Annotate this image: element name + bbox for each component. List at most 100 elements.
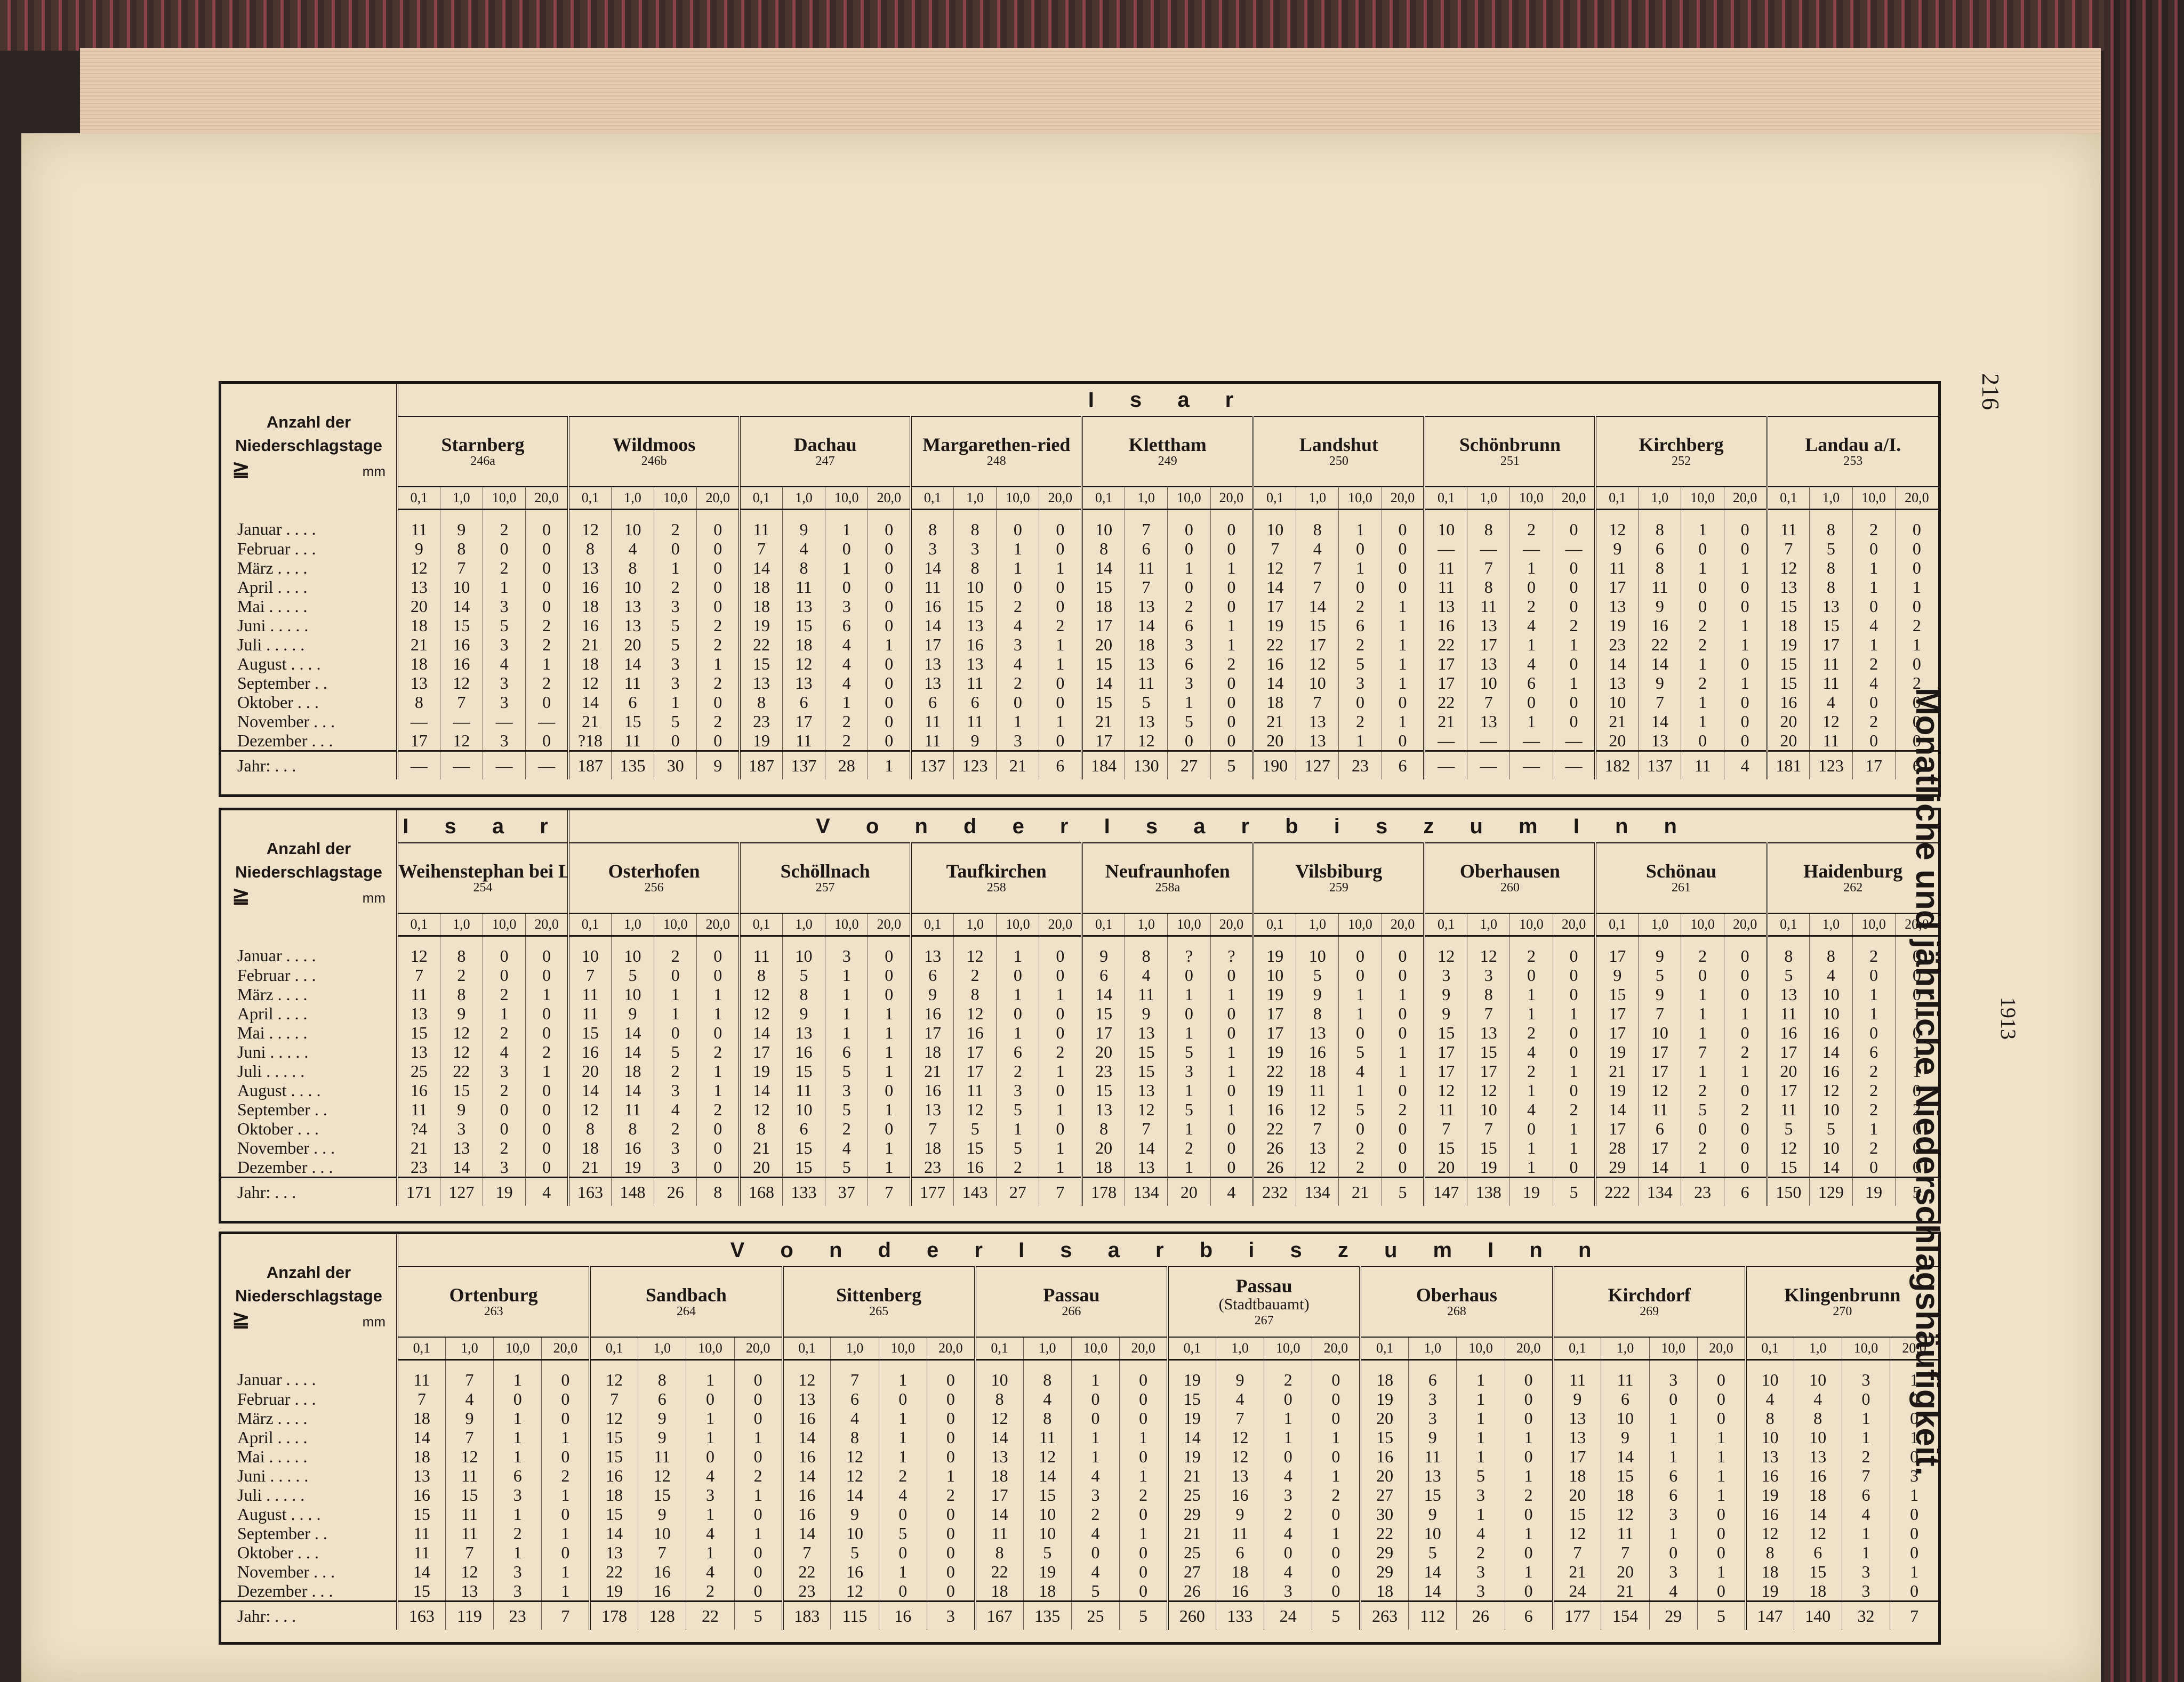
threshold-label: 0,1 <box>568 913 612 937</box>
month-label: August . . . . <box>221 1081 398 1100</box>
data-cell: 11 <box>445 1524 494 1543</box>
data-cell: 0 <box>1382 965 1426 985</box>
data-cell: 19 <box>1168 1409 1216 1428</box>
data-cell: 0 <box>1724 1081 1768 1100</box>
data-cell: 15 <box>782 1138 826 1157</box>
data-cell: 21 <box>397 635 440 654</box>
year-total-cell: 27 <box>996 1177 1040 1206</box>
threshold-label: 0,1 <box>568 486 612 510</box>
data-cell: 3 <box>996 635 1040 654</box>
data-cell: 0 <box>1553 693 1597 712</box>
data-cell: 15 <box>1467 1042 1511 1061</box>
year-total-cell: 37 <box>825 1177 869 1206</box>
month-label: Oktober . . . <box>221 1543 398 1562</box>
data-cell: 18 <box>911 1042 954 1061</box>
data-cell: 0 <box>525 1004 570 1023</box>
data-cell: 15 <box>397 1504 446 1524</box>
data-cell: 14 <box>611 1081 655 1100</box>
data-cell: 12 <box>590 1359 639 1389</box>
data-cell: 19 <box>1253 1081 1297 1100</box>
data-cell: 10 <box>1424 509 1468 539</box>
data-cell: 13 <box>1296 731 1339 751</box>
station-name: Oberhaus <box>1416 1284 1497 1306</box>
data-cell: 12 <box>440 1023 484 1042</box>
data-cell: 16 <box>1794 1466 1842 1485</box>
data-cell: 2 <box>1842 1447 1891 1466</box>
data-cell: 3 <box>1071 1485 1120 1504</box>
data-cell: 6 <box>1649 1466 1698 1485</box>
data-cell: 5 <box>1167 1042 1211 1061</box>
data-cell: 0 <box>734 1562 784 1581</box>
data-cell: 12 <box>638 1466 687 1485</box>
data-cell: 12 <box>397 558 440 577</box>
data-cell: 17 <box>1595 936 1639 965</box>
threshold-label: 1,0 <box>1296 486 1339 510</box>
data-cell: 4 <box>483 1042 526 1061</box>
data-cell: 13 <box>911 673 954 693</box>
data-cell: 2 <box>654 1061 697 1081</box>
data-cell: 11 <box>1125 558 1168 577</box>
data-cell: 15 <box>638 1485 687 1504</box>
threshold-label: 1,0 <box>445 1337 494 1361</box>
data-cell: 0 <box>1681 577 1724 597</box>
data-cell: 0 <box>1852 965 1896 985</box>
data-cell: 1 <box>493 1359 542 1389</box>
region-title: I s a r <box>397 384 1938 417</box>
data-cell: 6 <box>611 693 655 712</box>
data-cell: 2 <box>825 1119 869 1138</box>
data-cell: 0 <box>1553 1081 1597 1100</box>
data-cell: 20 <box>1360 1466 1409 1485</box>
data-cell: 0 <box>654 731 697 751</box>
data-cell: 16 <box>1745 1504 1794 1524</box>
year-total-cell: 143 <box>953 1177 997 1206</box>
data-cell: 5 <box>1023 1543 1072 1562</box>
data-cell: 1 <box>1338 985 1382 1004</box>
data-cell: 13 <box>975 1447 1024 1466</box>
data-cell: 1 <box>1338 731 1382 751</box>
threshold-label: 20,0 <box>525 486 570 510</box>
threshold-label: 0,1 <box>1553 1337 1602 1361</box>
header-line-2: Niederschlagstage <box>235 436 382 455</box>
data-cell: 16 <box>568 616 612 635</box>
data-cell: 1 <box>654 558 697 577</box>
data-cell: 1 <box>1456 1389 1505 1409</box>
data-cell: 0 <box>541 1447 591 1466</box>
data-cell: 1 <box>1910 1485 1919 1504</box>
data-cell: 1 <box>1338 1004 1382 1023</box>
data-cell: 6 <box>1167 654 1211 673</box>
data-cell: 0 <box>1119 1447 1169 1466</box>
data-cell: 8 <box>740 965 783 985</box>
data-cell: 16 <box>911 597 954 616</box>
data-cell: 4 <box>782 539 826 558</box>
data-cell: 12 <box>953 1100 997 1119</box>
data-cell: 1 <box>1382 616 1426 635</box>
data-cell: 20 <box>1767 712 1810 731</box>
data-cell: 10 <box>1809 1004 1853 1023</box>
data-cell: 20 <box>1253 731 1297 751</box>
data-cell: 1 <box>1071 1359 1120 1389</box>
year-total-cell: 263 <box>1360 1600 1409 1630</box>
month-label: Januar . . . . <box>221 936 398 965</box>
year-total-cell: 26 <box>1456 1600 1505 1630</box>
year-total-cell: 8 <box>696 1177 741 1206</box>
data-cell: 14 <box>397 1562 446 1581</box>
station-name: Klettham <box>1128 433 1207 455</box>
threshold-label: 20,0 <box>1210 486 1255 510</box>
data-cell: 1 <box>996 1119 1040 1138</box>
data-cell: 3 <box>1264 1485 1313 1504</box>
station-header: Margarethen-ried 248 <box>911 416 1083 487</box>
data-cell: 13 <box>397 1042 440 1061</box>
table-row: Januar . . . . 11 7 1 0 12 8 1 0 12 7 1 0 10 8 1 0 19 9 2 0 1… <box>221 1359 1938 1389</box>
data-cell: 0 <box>483 539 526 558</box>
year-total-cell: 150 <box>1767 1177 1810 1206</box>
year-total-cell: 30 <box>654 750 697 779</box>
table-row: April . . . . 14 7 1 1 15 9 1 1 14 8 1 0 14 11 1 1 14 12 1 1… <box>221 1428 1938 1447</box>
data-cell: 7 <box>1467 1119 1511 1138</box>
data-cell: 23 <box>911 1157 954 1178</box>
data-cell: 27 <box>1168 1562 1216 1581</box>
data-cell: 14 <box>740 1023 783 1042</box>
data-cell: 0 <box>734 1447 784 1466</box>
threshold-label: 1,0 <box>1467 913 1511 937</box>
data-cell: 7 <box>1296 577 1339 597</box>
data-cell: 17 <box>1253 1023 1297 1042</box>
